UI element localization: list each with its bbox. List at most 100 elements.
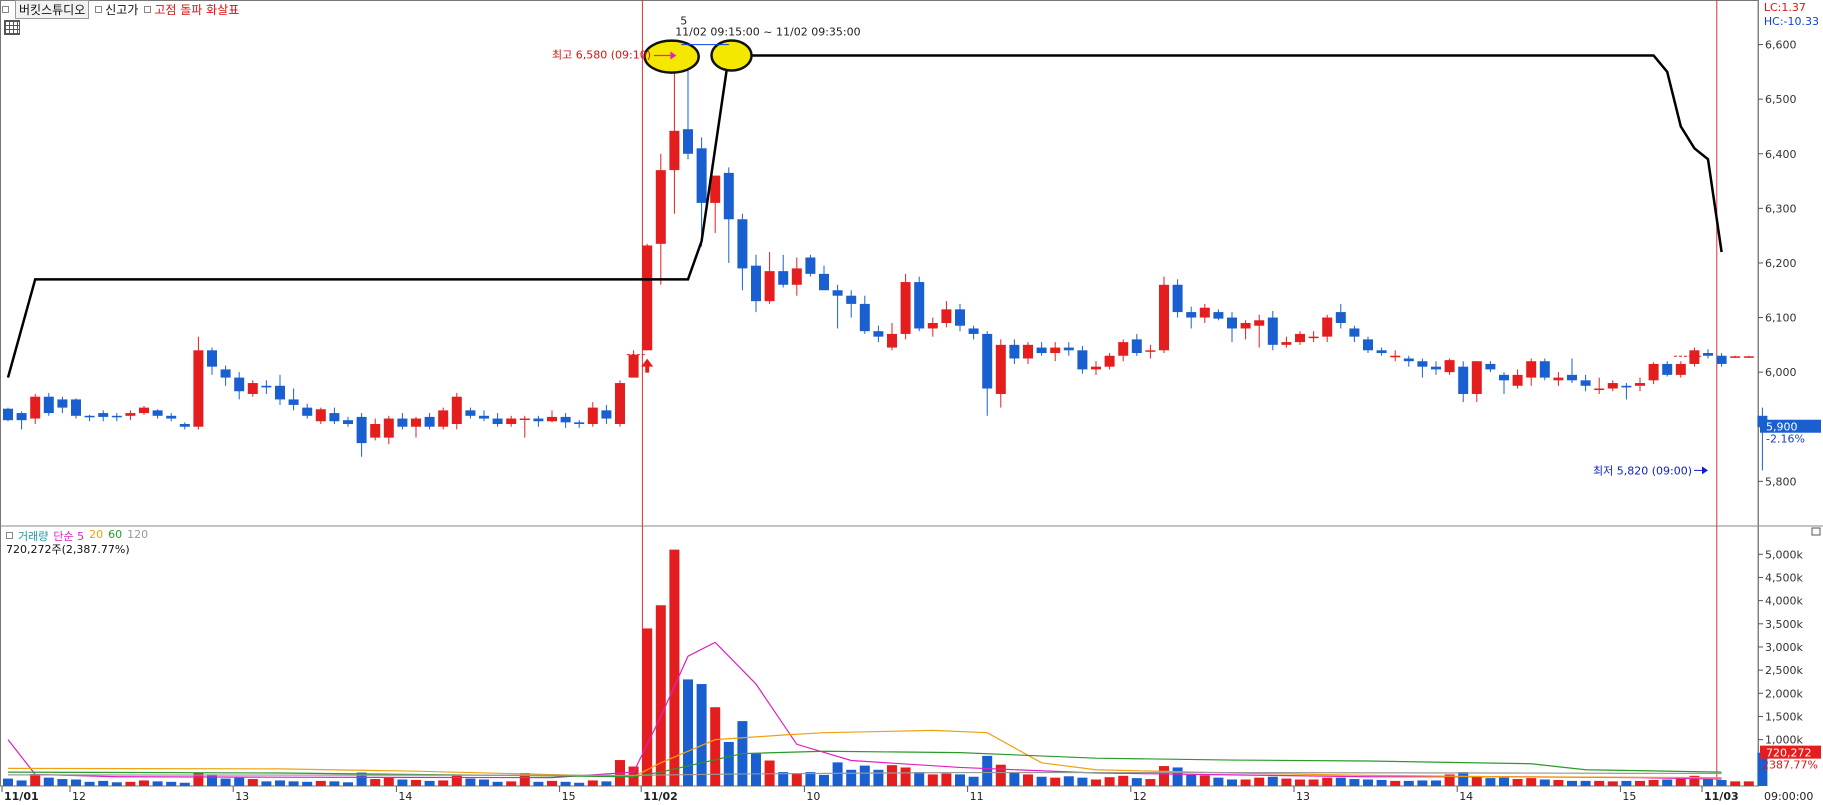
candle-body: [574, 422, 585, 424]
volume-bar: [1716, 779, 1727, 786]
volume-badge-value: 720,272: [1766, 747, 1812, 760]
candle-body: [1104, 355, 1115, 367]
table-grid-icon[interactable]: [4, 20, 20, 35]
price-badge-change: -2.16%: [1766, 433, 1805, 446]
volume-bar: [778, 772, 789, 786]
candle-body: [43, 396, 54, 414]
candle-body: [16, 413, 27, 421]
volume-bar: [1417, 780, 1428, 786]
candle-body: [723, 172, 734, 220]
new-high-label: 신고가: [105, 2, 139, 17]
price-tick-label: 6,400: [1765, 148, 1797, 161]
candle-body: [751, 265, 761, 302]
volume-bar: [383, 777, 394, 786]
volume-bar: [193, 773, 204, 786]
candle-body: [1308, 336, 1319, 339]
volume-bar: [669, 549, 680, 786]
volume-bar: [207, 774, 217, 786]
candle-body: [982, 333, 993, 389]
candle-body: [1172, 284, 1183, 313]
candle-body: [139, 407, 149, 414]
candle-body: [1458, 366, 1469, 394]
price-tick-label: 6,500: [1765, 93, 1797, 106]
candle-body: [1607, 383, 1618, 389]
candle-body: [1403, 358, 1414, 362]
candle-body: [655, 170, 666, 244]
volume-tick-label: 2,000k: [1765, 687, 1803, 700]
candle-body: [57, 399, 68, 408]
breakout-highlight-ellipse: [710, 39, 753, 72]
volume-bar: [1580, 780, 1591, 786]
candle-body: [764, 271, 775, 302]
candle-body: [1131, 339, 1142, 354]
volume-bar: [220, 778, 231, 786]
candle-body: [683, 129, 693, 154]
volume-ma-120-line: [7, 771, 1722, 776]
new-high-toggle[interactable]: 신고가: [95, 1, 138, 18]
candle-body: [778, 271, 789, 285]
date-label: 12: [1133, 790, 1147, 803]
high-annotation: 최고 6,580 (09:10): [552, 48, 651, 61]
candle-body: [873, 331, 884, 337]
volume-bar: [533, 781, 544, 786]
volume-bar: [506, 781, 517, 786]
volume-bar: [261, 781, 272, 786]
volume-bar: [247, 779, 258, 786]
candle-body: [451, 396, 462, 424]
candle-body: [995, 344, 1006, 394]
candle-body: [1159, 284, 1169, 351]
price-tick-label: 6,200: [1765, 257, 1797, 270]
candle-body: [1662, 363, 1673, 375]
new-high-line: [6, 54, 1723, 378]
volume-bar: [683, 679, 693, 786]
price-badge-value: 5,900: [1766, 421, 1798, 434]
volume-bar: [1743, 781, 1754, 786]
volume-bar: [1390, 780, 1401, 786]
candle-body: [805, 257, 816, 274]
indicator-label: 고점 돌파 화살표: [154, 2, 240, 17]
candle-body: [1036, 347, 1047, 354]
price-tick-label: 6,300: [1765, 202, 1797, 215]
volume-bar: [3, 778, 13, 786]
toolbar-marker: [2, 5, 9, 13]
pane-maximize-icon: [1811, 527, 1821, 536]
volume-bar: [1213, 777, 1224, 786]
candle-body: [1567, 374, 1577, 381]
volume-bar: [30, 773, 41, 786]
volume-bar: [995, 764, 1006, 786]
date-label: 13: [1296, 790, 1310, 803]
volume-bar: [1635, 780, 1645, 786]
volume-bar: [1539, 779, 1550, 786]
candle-body: [941, 309, 952, 323]
candle-body: [479, 415, 489, 419]
studio-button[interactable]: 버킷스튜디오: [15, 0, 90, 19]
candle-body: [1213, 312, 1224, 319]
volume-bar: [1512, 779, 1523, 786]
candle-body: [1635, 383, 1645, 386]
volume-bar: [1594, 780, 1605, 786]
candle-body: [1091, 366, 1101, 370]
volume-bar: [1050, 777, 1061, 786]
volume-ma-20-line: [7, 729, 1722, 779]
volume-bar: [1036, 776, 1047, 786]
volume-bar: [1159, 766, 1169, 786]
volume-bar: [139, 780, 149, 786]
date-label: 15: [562, 790, 576, 803]
volume-bar: [57, 779, 68, 786]
candle-body: [1716, 355, 1727, 364]
candle-body: [383, 418, 394, 438]
candle-body: [1186, 312, 1197, 318]
date-label: 11/02: [643, 790, 678, 803]
candle-body: [859, 303, 870, 332]
ma60-label: 60: [108, 528, 123, 541]
candle-body: [329, 413, 340, 422]
count-annotation: 5: [680, 15, 687, 28]
candle-body: [519, 418, 530, 421]
candle-body: [533, 418, 544, 422]
indicator-toggle[interactable]: 고점 돌파 화살표: [144, 1, 239, 18]
candle-body: [179, 424, 190, 427]
volume-bar: [111, 782, 122, 786]
candle-body: [1390, 355, 1401, 358]
candle-body: [234, 377, 245, 392]
